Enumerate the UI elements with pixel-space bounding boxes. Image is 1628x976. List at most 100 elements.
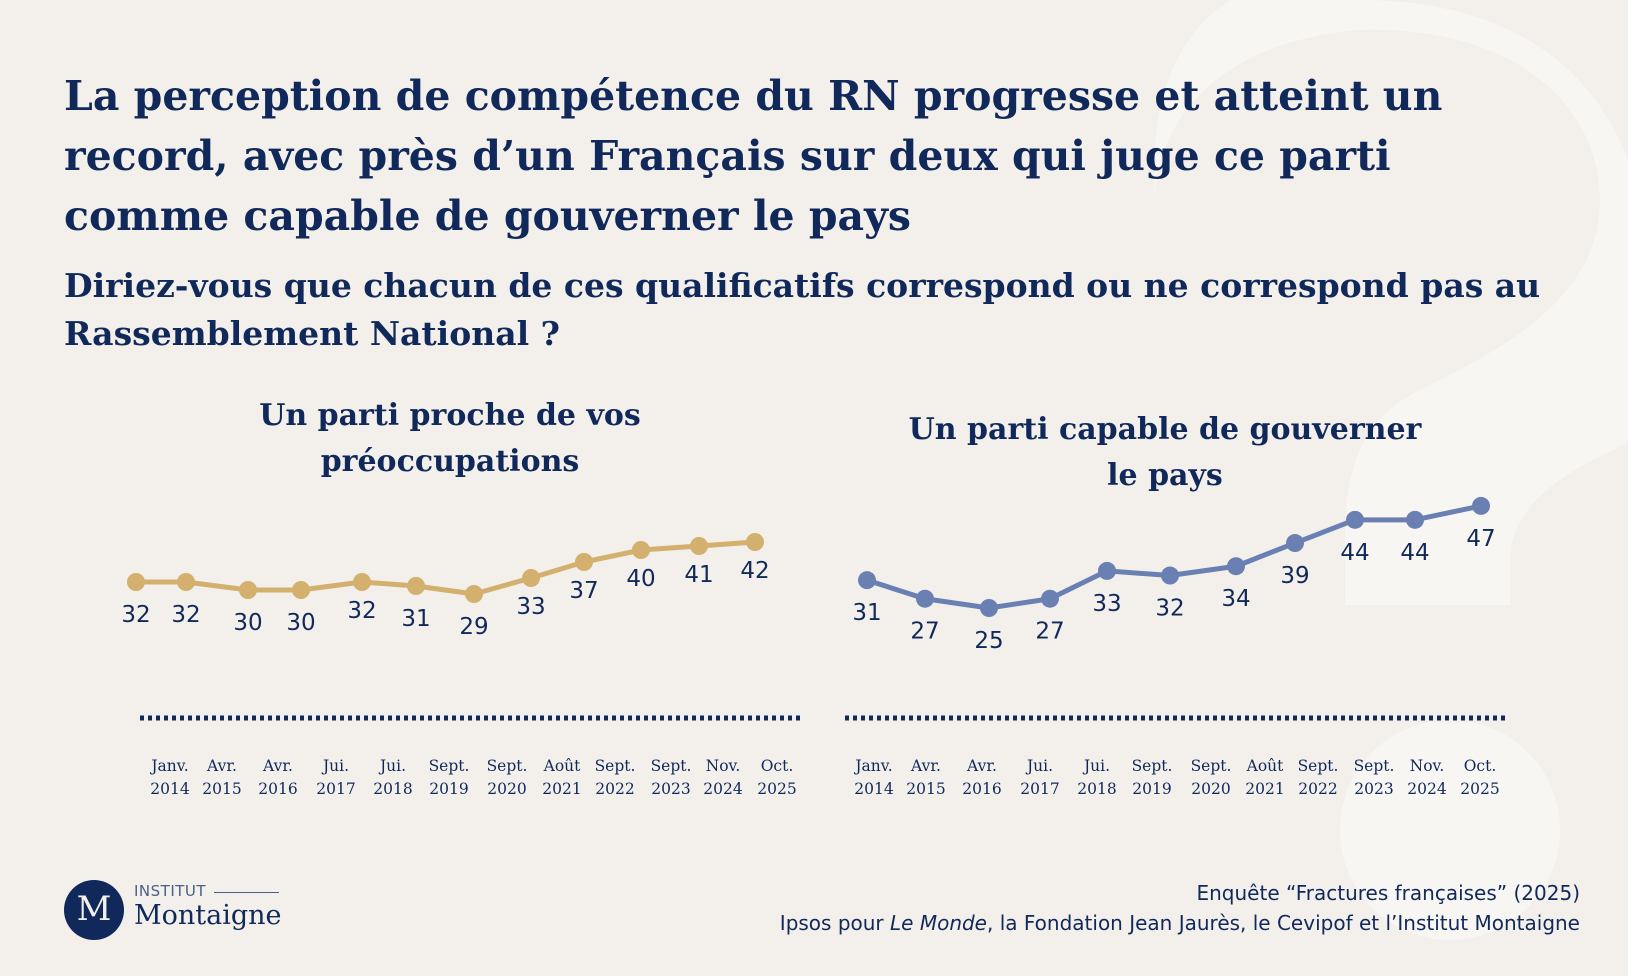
- survey-question: Diriez-vous que chacun de ces qualificat…: [64, 266, 1541, 353]
- data-label: 41: [684, 562, 713, 588]
- source-line-1: Enquête “Fractures françaises” (2025): [1196, 881, 1580, 905]
- source-pre: Ipsos pour: [779, 911, 891, 935]
- x-tick-label: Jui.: [1025, 757, 1053, 775]
- x-tick-label: Sept.: [1298, 757, 1339, 775]
- data-label: 27: [910, 619, 939, 645]
- x-tick-label: Janv.: [853, 757, 892, 775]
- x-tick-label: 2024: [703, 780, 743, 798]
- x-tick-label: 2016: [962, 780, 1001, 798]
- x-tick-label: Août: [1246, 757, 1285, 775]
- x-tick-label: 2022: [1298, 780, 1337, 798]
- logo-institut-text: INSTITUT: [134, 882, 207, 900]
- logo-mark-icon: M: [64, 880, 124, 940]
- x-tick-label: 2023: [651, 780, 690, 798]
- data-label: 30: [233, 610, 262, 636]
- data-label: 25: [974, 628, 1003, 654]
- data-label: 39: [1280, 563, 1309, 589]
- data-label: 32: [121, 602, 150, 628]
- x-tick-label: 2019: [1132, 780, 1171, 798]
- x-tick-label: 2015: [202, 780, 241, 798]
- data-point: [1161, 566, 1179, 585]
- source-note: Enquête “Fractures françaises” (2025) Ip…: [780, 878, 1580, 938]
- data-point: [980, 599, 998, 617]
- x-tick-label: 2017: [316, 780, 355, 798]
- data-point: [1346, 510, 1364, 529]
- x-tick-label: Nov.: [1410, 757, 1445, 775]
- data-point: [239, 581, 257, 599]
- x-tick-label: 2017: [1020, 780, 1059, 798]
- x-tick-label: Sept.: [1191, 757, 1232, 775]
- x-tick-label: Sept.: [1354, 757, 1395, 775]
- x-tick-label: Jui.: [321, 757, 349, 775]
- data-point: [916, 589, 934, 608]
- x-tick-label: 2014: [854, 780, 894, 798]
- source-newspaper: Le Monde: [890, 911, 987, 935]
- data-point: [1041, 589, 1059, 608]
- x-tick-label: Oct.: [761, 757, 794, 775]
- data-label: 47: [1466, 526, 1495, 552]
- data-label: 32: [347, 598, 376, 624]
- data-point: [522, 569, 540, 587]
- data-point: [746, 533, 764, 551]
- x-tick-label: 2019: [429, 780, 468, 798]
- x-tick-label: Avr.: [262, 757, 293, 775]
- series-line-left: [136, 539, 756, 597]
- x-tick-label: Août: [543, 757, 582, 775]
- data-label: 32: [171, 602, 200, 628]
- data-label: 37: [569, 578, 598, 604]
- x-tick-label: Jui.: [378, 757, 406, 775]
- logo-rule: [214, 892, 279, 893]
- data-point: [1286, 534, 1304, 553]
- institut-montaigne-logo: M INSTITUT Montaigne: [64, 880, 304, 942]
- x-tick-label: 2025: [757, 780, 796, 798]
- data-label: 42: [740, 558, 769, 584]
- data-point: [407, 577, 425, 595]
- data-point: [1406, 510, 1424, 529]
- data-point: [1098, 561, 1116, 580]
- x-tick-label: Sept.: [651, 757, 692, 775]
- data-label: 31: [852, 600, 881, 626]
- x-tick-label: 2018: [373, 780, 412, 798]
- data-label: 44: [1400, 540, 1429, 566]
- data-point: [858, 571, 876, 590]
- data-label: 29: [459, 614, 488, 640]
- data-point: [177, 573, 195, 591]
- x-tick-label: 2014: [150, 780, 190, 798]
- x-tick-label: Sept.: [429, 757, 470, 775]
- x-tick-label: 2018: [1077, 780, 1116, 798]
- data-label: 32: [1155, 596, 1184, 622]
- data-point: [465, 585, 483, 603]
- data-label: 33: [1092, 591, 1121, 617]
- source-line-2: Ipsos pour Le Monde, la Fondation Jean J…: [780, 908, 1580, 938]
- data-point: [292, 581, 310, 599]
- data-label: 27: [1035, 619, 1064, 645]
- data-point: [632, 541, 650, 559]
- data-label: 30: [286, 610, 315, 636]
- x-tick-label: Oct.: [1464, 757, 1497, 775]
- x-tick-label: 2016: [258, 780, 297, 798]
- x-tick-label: Sept.: [1132, 757, 1173, 775]
- x-tick-label: Avr.: [910, 757, 941, 775]
- data-point: [1227, 557, 1245, 576]
- data-point: [127, 573, 145, 591]
- data-label: 33: [516, 594, 545, 620]
- x-tick-label: 2020: [487, 780, 526, 798]
- x-tick-label: 2024: [1407, 780, 1447, 798]
- x-tick-label: 2020: [1191, 780, 1230, 798]
- x-tick-label: 2023: [1354, 780, 1393, 798]
- x-tick-label: Sept.: [487, 757, 528, 775]
- logo-name-text: Montaigne: [134, 900, 282, 931]
- x-tick-label: 2025: [1460, 780, 1499, 798]
- x-tick-label: 2021: [542, 780, 581, 798]
- x-tick-label: Sept.: [595, 757, 636, 775]
- series-line-right: [866, 503, 1482, 611]
- x-tick-label: Nov.: [706, 757, 741, 775]
- x-tick-label: 2022: [595, 780, 634, 798]
- data-label: 40: [626, 566, 655, 592]
- x-tick-label: Avr.: [206, 757, 237, 775]
- x-tick-label: Janv.: [149, 757, 188, 775]
- right-chart-title: Un parti capable de gouverner le pays: [908, 412, 1422, 493]
- data-label: 34: [1221, 586, 1250, 612]
